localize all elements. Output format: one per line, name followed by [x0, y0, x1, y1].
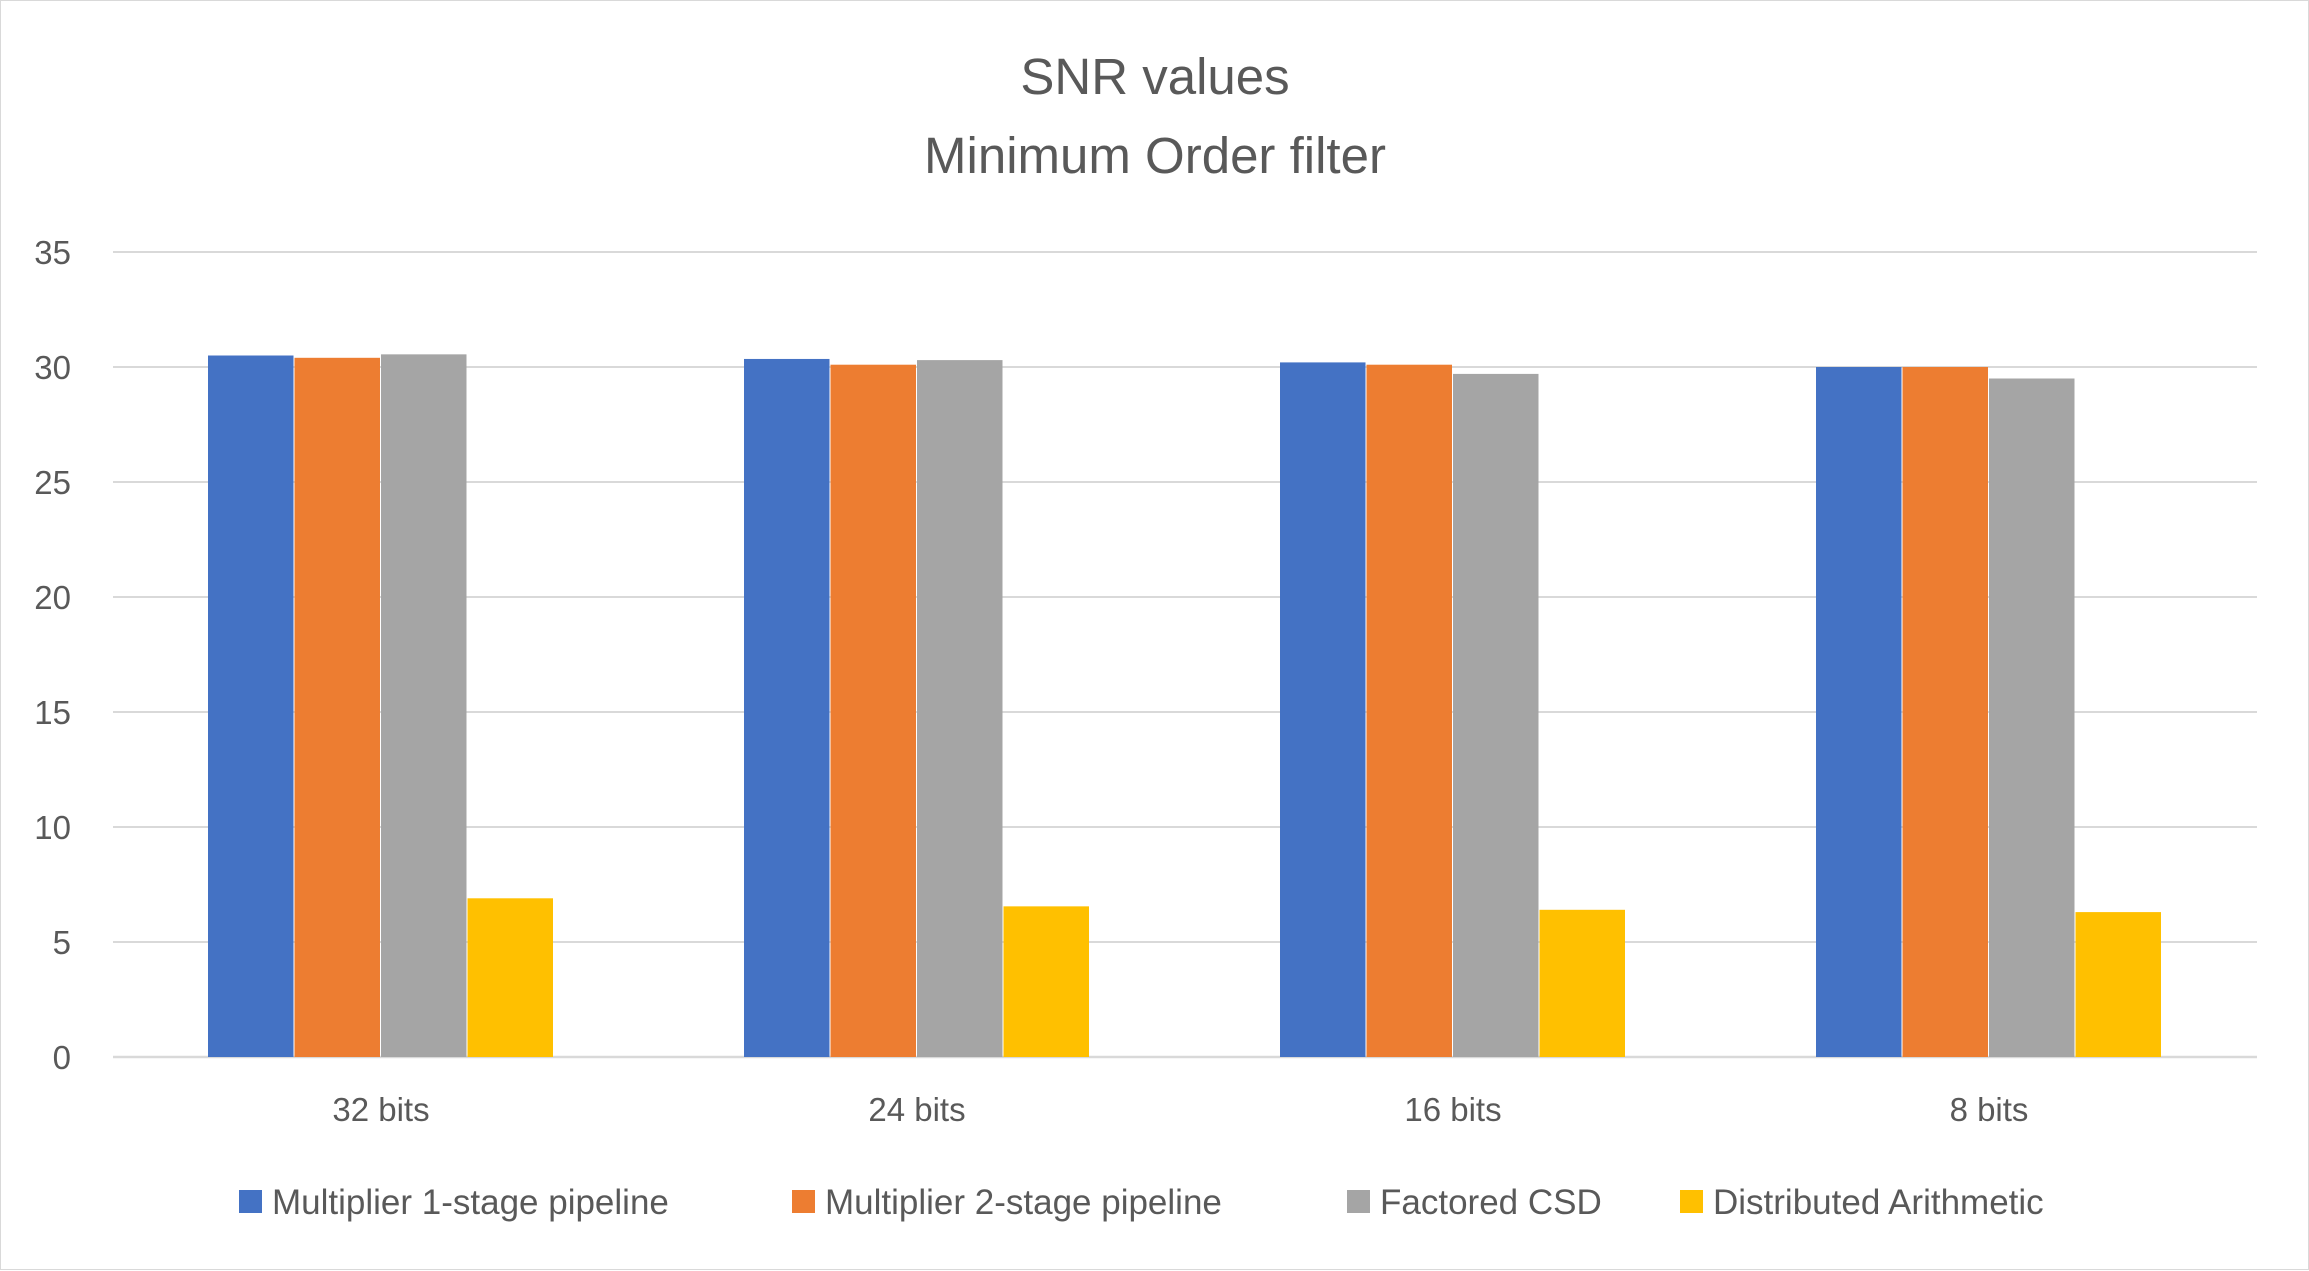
bar [1816, 367, 1902, 1057]
chart-subtitle: Minimum Order filter [924, 127, 1386, 184]
x-tick-label: 16 bits [1404, 1091, 1501, 1128]
bar [1366, 364, 1452, 1057]
x-tick-label: 8 bits [1950, 1091, 2029, 1128]
legend-item: Factored CSD [1347, 1183, 1602, 1222]
bar [1453, 373, 1539, 1057]
bar [917, 360, 1003, 1058]
y-tick-label: 35 [34, 234, 71, 271]
bars [208, 354, 2161, 1058]
legend-item: Multiplier 2-stage pipeline [792, 1183, 1222, 1222]
y-tick-label: 15 [34, 694, 71, 731]
legend-item: Distributed Arithmetic [1680, 1183, 2044, 1222]
legend-label: Factored CSD [1380, 1183, 1602, 1222]
bar [744, 358, 830, 1057]
x-axis-ticks: 32 bits 24 bits 16 bits 8 bits [332, 1091, 2028, 1128]
bar [1003, 906, 1089, 1057]
bar [830, 364, 916, 1057]
bar [381, 354, 467, 1058]
bar [467, 898, 553, 1057]
legend: Multiplier 1-stage pipeline Multiplier 2-… [239, 1183, 2044, 1222]
bar [294, 357, 380, 1057]
bar [1539, 909, 1625, 1057]
legend-swatch [239, 1190, 262, 1213]
legend-swatch [1347, 1190, 1370, 1213]
legend-label: Multiplier 1-stage pipeline [272, 1183, 669, 1222]
y-axis-ticks: 0 5 10 15 20 25 30 35 [34, 234, 71, 1076]
legend-swatch [1680, 1190, 1703, 1213]
bar [208, 355, 294, 1057]
x-tick-label: 24 bits [868, 1091, 965, 1128]
legend-label: Distributed Arithmetic [1713, 1183, 2044, 1222]
bar [1902, 367, 1988, 1057]
legend-swatch [792, 1190, 815, 1213]
bar [1280, 362, 1366, 1057]
y-tick-label: 0 [53, 1039, 71, 1076]
legend-item: Multiplier 1-stage pipeline [239, 1183, 669, 1222]
bar [1989, 378, 2075, 1057]
bar [2075, 912, 2161, 1057]
y-tick-label: 10 [34, 809, 71, 846]
y-tick-label: 25 [34, 464, 71, 501]
y-tick-label: 20 [34, 579, 71, 616]
chart-title: SNR values [1020, 48, 1289, 105]
y-tick-label: 30 [34, 349, 71, 386]
legend-label: Multiplier 2-stage pipeline [825, 1183, 1222, 1222]
y-tick-label: 5 [53, 924, 71, 961]
x-tick-label: 32 bits [332, 1091, 429, 1128]
